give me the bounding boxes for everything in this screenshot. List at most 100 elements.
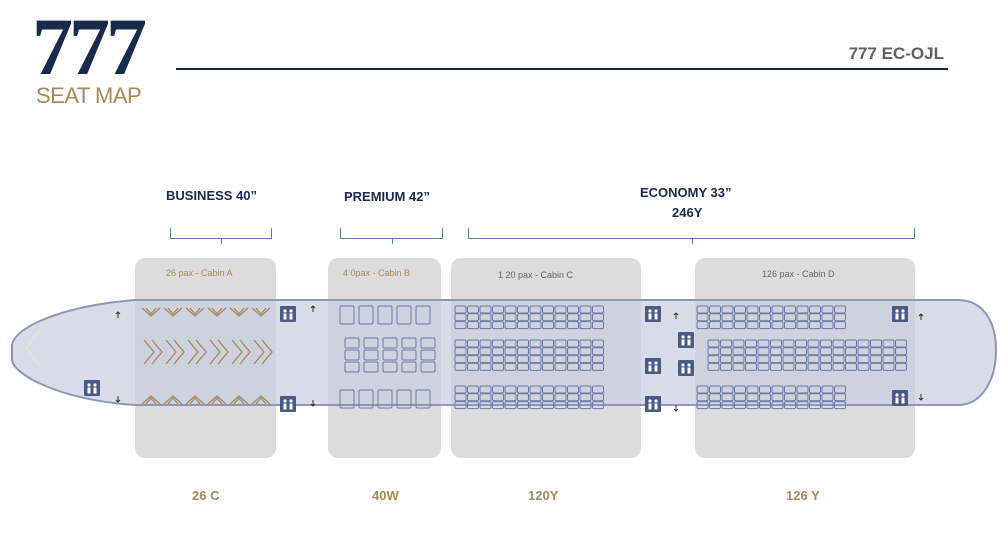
economy-seat [707, 339, 720, 348]
premium-seat [363, 337, 379, 349]
economy-seat [732, 362, 745, 371]
economy-seat [757, 362, 770, 371]
cabin-b-count: 40W [372, 488, 399, 503]
economy-seat [807, 339, 820, 348]
economy-seat [770, 362, 782, 371]
economy-seat [770, 339, 782, 348]
economy-seat [454, 355, 467, 364]
business-class-label: BUSINESS 40” [166, 188, 258, 203]
economy-seat [757, 347, 770, 356]
economy-seat [492, 305, 504, 314]
arrow-up-icon [918, 313, 924, 320]
business-seat [251, 307, 271, 317]
economy-seat [784, 393, 796, 402]
economy-seat [796, 313, 809, 322]
economy-seat [542, 401, 554, 410]
economy-seat [832, 355, 845, 364]
economy-seat [454, 321, 467, 330]
economy-seat [592, 401, 604, 410]
economy-seat [832, 347, 845, 356]
business-seat [143, 339, 163, 365]
economy-seat [592, 362, 604, 371]
economy-seat [567, 339, 579, 348]
economy-seat [809, 313, 821, 322]
economy-seat [504, 339, 517, 348]
cabin-b-pax-label: 4 0pax - Cabin B [343, 268, 411, 278]
lavatory-icon [654, 403, 658, 410]
lavatory-icon [648, 365, 652, 372]
economy-seat [567, 385, 579, 394]
economy-seat [707, 355, 720, 364]
lavatory-icon [901, 397, 905, 404]
economy-seat [567, 347, 579, 356]
economy-seat [821, 313, 834, 322]
economy-seat [795, 347, 807, 356]
lavatory-icon [687, 335, 691, 339]
economy-seat [454, 347, 467, 356]
economy-seat [746, 313, 759, 322]
lavatory-icon [895, 393, 899, 397]
business-seat [141, 307, 161, 317]
economy-seat [567, 362, 579, 371]
economy-seat [542, 305, 554, 314]
economy-seat [517, 385, 529, 394]
economy-seat [579, 305, 592, 314]
economy-seat [784, 321, 796, 330]
economy-seat [720, 355, 732, 364]
economy-seat [696, 305, 709, 314]
lavatory-icon [648, 399, 652, 403]
economy-seat [857, 355, 870, 364]
economy-seat [771, 321, 784, 330]
arrow-up-icon [115, 311, 121, 318]
economy-seat [721, 305, 734, 314]
economy-seat [720, 362, 732, 371]
economy-seat [479, 355, 492, 364]
economy-seat [517, 362, 529, 371]
economy-seat [504, 305, 517, 314]
arrow-down-icon [673, 405, 679, 412]
economy-seat [834, 313, 846, 322]
economy-seat [721, 321, 734, 330]
economy-seat [696, 385, 709, 394]
economy-seat [504, 313, 517, 322]
economy-seat [809, 385, 821, 394]
premium-seat [396, 389, 412, 409]
economy-seat [554, 339, 567, 348]
economy-seat [517, 339, 529, 348]
economy-seat [734, 401, 746, 410]
economy-seat [845, 339, 857, 348]
logo-777: 777 [32, 1, 147, 92]
economy-seat [479, 362, 492, 371]
lavatory-icon [648, 403, 652, 410]
economy-seat [732, 347, 745, 356]
economy-seat [720, 347, 732, 356]
economy-seat [746, 385, 759, 394]
economy-class-label: ECONOMY 33” [640, 185, 732, 200]
economy-seat [554, 401, 567, 410]
economy-seat [542, 321, 554, 330]
economy-seat [771, 385, 784, 394]
economy-seat [746, 305, 759, 314]
economy-seat [821, 305, 834, 314]
economy-bracket [468, 228, 915, 244]
economy-seat [795, 339, 807, 348]
economy-seat [845, 347, 857, 356]
logo-subtitle: SEAT MAP [36, 83, 142, 108]
economy-seat [454, 362, 467, 371]
business-seat [185, 307, 205, 317]
economy-seat [492, 385, 504, 394]
lavatory-icon [654, 399, 658, 403]
premium-seat [401, 337, 417, 349]
economy-seat [807, 362, 820, 371]
economy-seat [821, 393, 834, 402]
premium-seat [401, 361, 417, 373]
economy-seat [870, 362, 882, 371]
economy-seat [796, 321, 809, 330]
premium-bracket [340, 228, 443, 244]
economy-seat [554, 385, 567, 394]
lavatory-icon [93, 383, 97, 387]
economy-seat [895, 347, 907, 356]
economy-seat [492, 321, 504, 330]
economy-seat [554, 347, 567, 356]
